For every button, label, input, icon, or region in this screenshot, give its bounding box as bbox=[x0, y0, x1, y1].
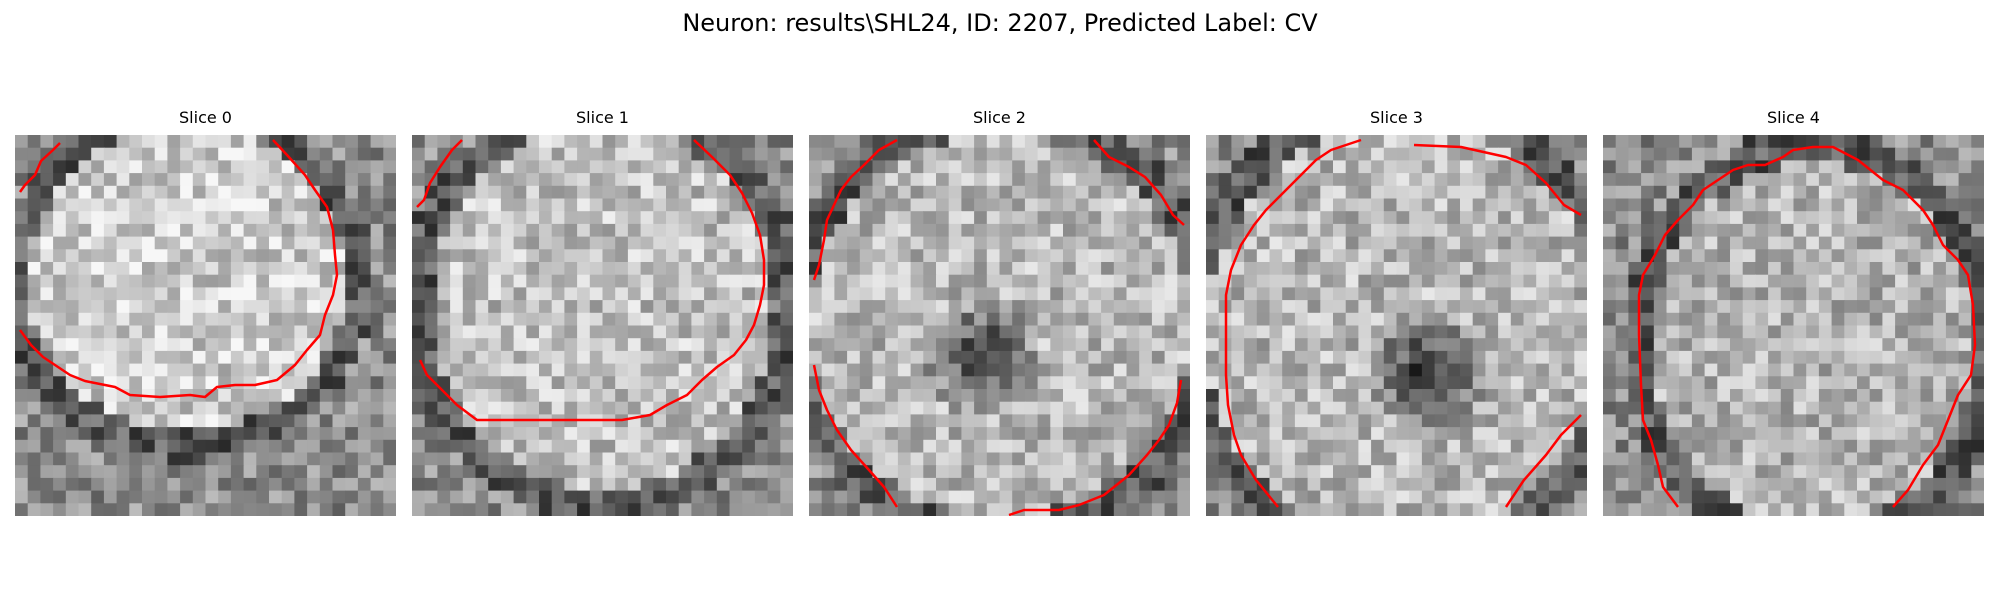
slice-image bbox=[15, 135, 396, 516]
slice-panel-1: Slice 1 bbox=[412, 108, 793, 518]
slice-title: Slice 0 bbox=[179, 108, 232, 127]
slice-panel-0: Slice 0 bbox=[15, 108, 396, 518]
slice-title: Slice 1 bbox=[576, 108, 629, 127]
figure-title: Neuron: results\SHL24, ID: 2207, Predict… bbox=[682, 9, 1318, 37]
slice-image bbox=[809, 135, 1190, 516]
slice-title: Slice 3 bbox=[1370, 108, 1423, 127]
slice-title: Slice 4 bbox=[1767, 108, 1820, 127]
slice-panel-3: Slice 3 bbox=[1206, 108, 1587, 518]
slice-image bbox=[412, 135, 793, 516]
slice-image bbox=[1603, 135, 1984, 516]
slice-title: Slice 2 bbox=[973, 108, 1026, 127]
slice-panel-4: Slice 4 bbox=[1603, 108, 1984, 518]
slice-panel-2: Slice 2 bbox=[809, 108, 1190, 518]
slice-image bbox=[1206, 135, 1587, 516]
